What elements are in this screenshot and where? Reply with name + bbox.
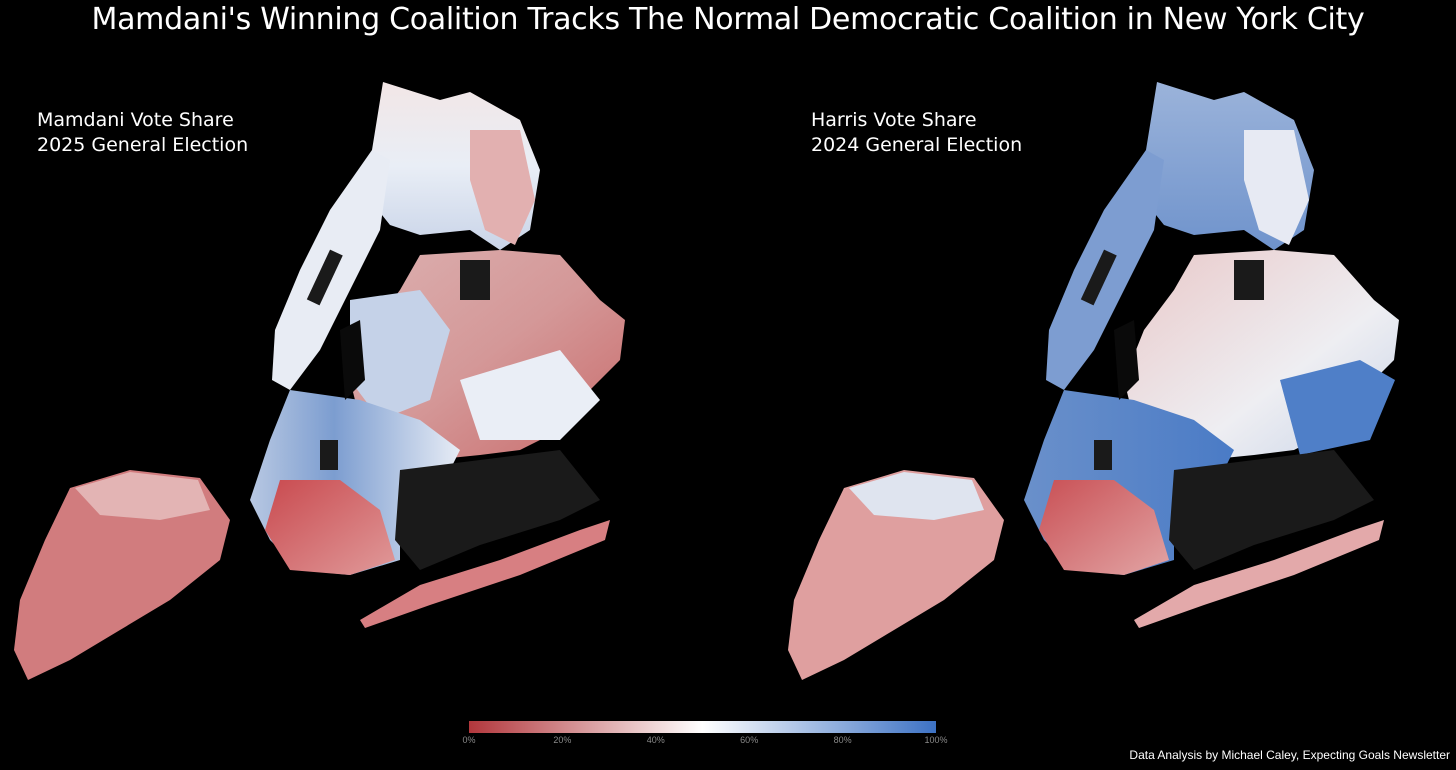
queens-west-area [350, 290, 450, 420]
credit-text: Data Analysis by Michael Caley, Expectin… [1129, 748, 1450, 762]
legend-tick-label: 100% [924, 735, 948, 745]
staten-island-north [75, 472, 210, 520]
central-park [1080, 249, 1117, 306]
staten-island-north [849, 472, 984, 520]
panel-label-line2: 2025 General Election [37, 134, 249, 156]
central-park [306, 249, 343, 306]
jamaica-bay [1169, 450, 1374, 570]
panel-label-line1: Mamdani Vote Share [37, 109, 234, 131]
brooklyn-south-area [1039, 480, 1169, 575]
staten-island-area [788, 470, 1004, 680]
park-block [320, 440, 338, 470]
panel-label-harris: Harris Vote Share 2024 General Election [811, 108, 1022, 158]
rockaway-area [1134, 520, 1384, 628]
panel-label-mamdani: Mamdani Vote Share 2025 General Election [37, 108, 248, 158]
legend-tick-label: 0% [462, 735, 476, 745]
legend-tick-label: 20% [553, 735, 572, 745]
bronx-east-area [1244, 130, 1309, 245]
legend-gradient-bar [469, 721, 936, 733]
park-block [1094, 440, 1112, 470]
brooklyn-south-area [265, 480, 395, 575]
queens-east-area [1280, 360, 1395, 455]
chart-title: Mamdani's Winning Coalition Tracks The N… [91, 2, 1365, 37]
east-river [340, 320, 365, 400]
legend-tick-label: 60% [740, 735, 759, 745]
rockaway-area [360, 520, 610, 628]
panel-label-line2: 2024 General Election [811, 134, 1023, 156]
legend-tick-label: 40% [646, 735, 665, 745]
park-block [1234, 260, 1264, 300]
panel-label-line1: Harris Vote Share [811, 109, 977, 131]
east-river [1114, 320, 1139, 400]
legend-tick-label: 80% [833, 735, 852, 745]
bronx-east-area [470, 130, 535, 245]
color-legend [469, 718, 936, 733]
park-block [460, 260, 490, 300]
staten-island-area [14, 470, 230, 680]
jamaica-bay [395, 450, 600, 570]
queens-south-area [460, 350, 600, 440]
